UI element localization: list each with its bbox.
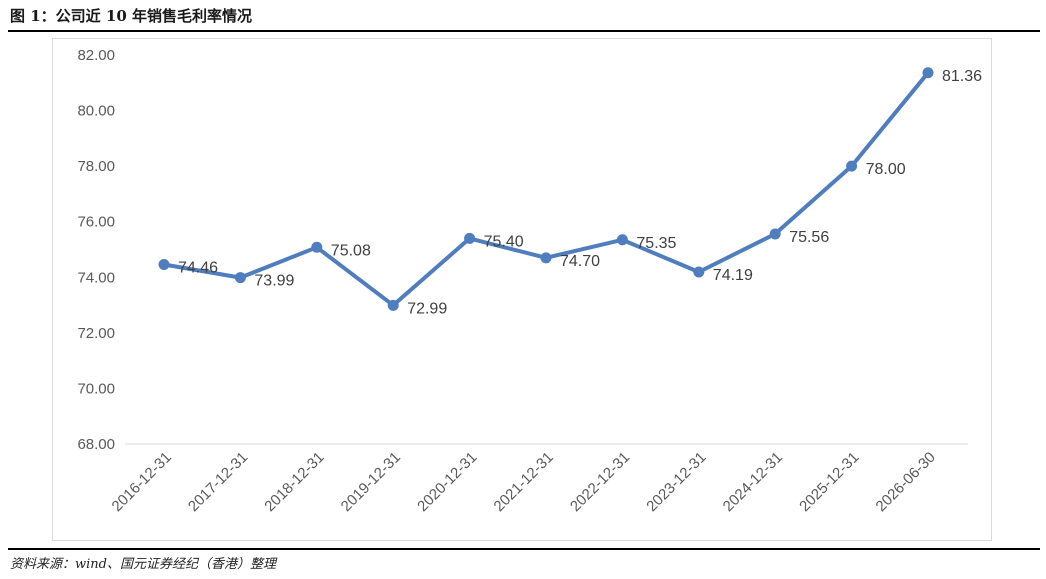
data-label: 78.00 <box>866 161 906 178</box>
chart-area <box>52 38 992 541</box>
data-point <box>922 67 934 79</box>
x-tick-label: 2023-12-31 <box>643 449 709 515</box>
y-tick-label: 76.00 <box>77 214 115 231</box>
y-tick-label: 74.00 <box>77 269 115 286</box>
x-tick-label: 2018-12-31 <box>261 449 327 515</box>
data-label: 74.19 <box>713 267 753 284</box>
x-tick-label: 2021-12-31 <box>491 449 557 515</box>
data-point <box>616 234 628 246</box>
x-tick-label: 2026-06-30 <box>873 449 939 515</box>
figure-title: 图 1：公司近 10 年销售毛利率情况 <box>10 7 252 25</box>
data-point <box>769 228 781 240</box>
data-label: 75.08 <box>331 242 371 259</box>
data-label: 81.36 <box>942 68 982 85</box>
source-note: 资料来源：wind、国元证券经纪（香港）整理 <box>10 557 276 572</box>
data-label: 75.40 <box>484 233 524 250</box>
x-tick-label: 2020-12-31 <box>414 449 480 515</box>
data-point <box>693 266 705 278</box>
y-tick-label: 70.00 <box>77 380 115 397</box>
x-tick-label: 2024-12-31 <box>720 449 786 515</box>
y-tick-label: 80.00 <box>77 103 115 120</box>
y-tick-label: 68.00 <box>77 436 115 453</box>
data-point <box>387 299 399 311</box>
data-label: 72.99 <box>407 300 447 317</box>
data-point <box>311 241 323 253</box>
data-label: 75.56 <box>789 229 829 246</box>
data-point <box>540 252 552 264</box>
source-divider <box>8 548 1040 550</box>
y-tick-label: 78.00 <box>77 158 115 175</box>
data-label: 75.35 <box>636 235 676 252</box>
x-tick-label: 2017-12-31 <box>185 449 251 515</box>
data-point <box>234 272 246 284</box>
data-point <box>846 160 858 172</box>
y-tick-label: 72.00 <box>77 325 115 342</box>
x-tick-label: 2025-12-31 <box>796 449 862 515</box>
data-label: 74.46 <box>178 260 218 277</box>
data-label: 74.70 <box>560 253 600 270</box>
series-line <box>162 70 930 308</box>
x-tick-label: 2016-12-31 <box>109 449 175 515</box>
data-label: 73.99 <box>254 273 294 290</box>
x-tick-label: 2022-12-31 <box>567 449 633 515</box>
y-tick-label: 82.00 <box>77 47 115 64</box>
data-point <box>158 259 170 271</box>
title-divider <box>8 30 1040 32</box>
data-point <box>464 232 476 244</box>
x-tick-label: 2019-12-31 <box>338 449 404 515</box>
